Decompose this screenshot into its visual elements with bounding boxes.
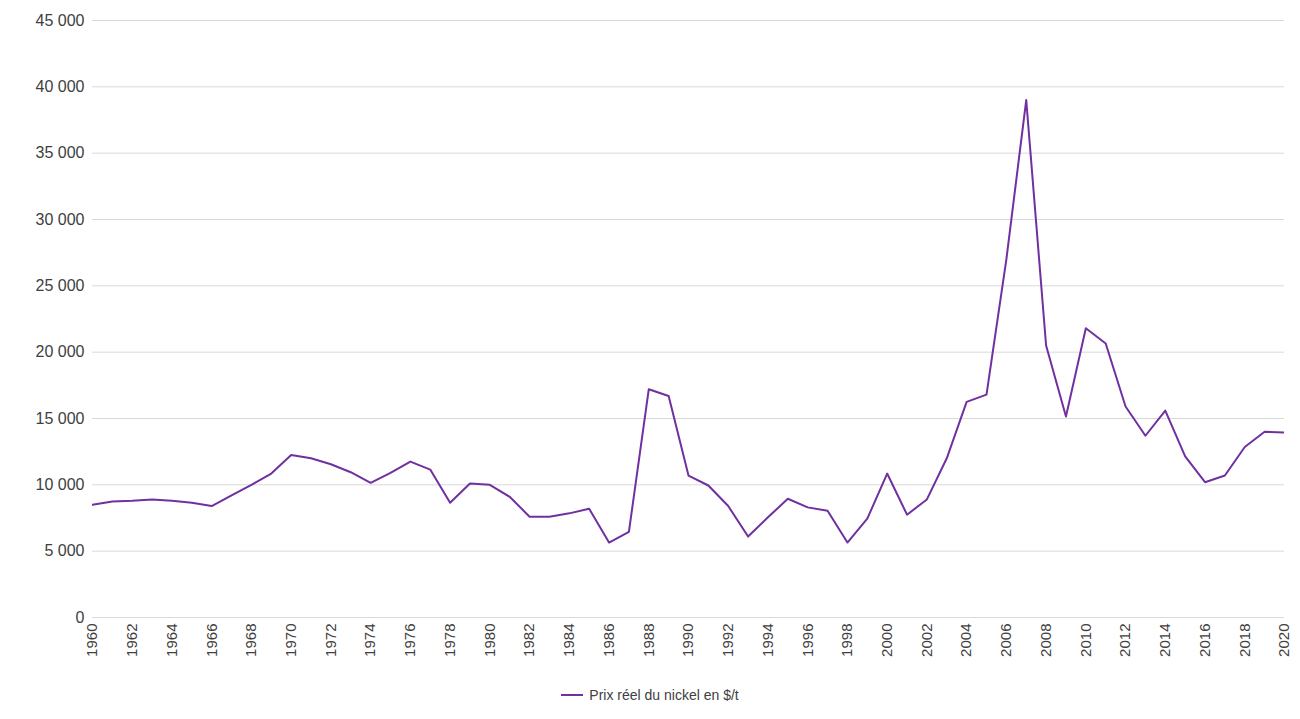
html-text:Prix réel du nickel en $/t: Prix réel du nickel en $/t [589,687,739,703]
svg-text:1976: 1976 [401,624,418,657]
svg-text:30 000: 30 000 [36,211,85,228]
svg-text:5 000: 5 000 [44,542,84,559]
svg-text:1962: 1962 [123,624,140,657]
svg-text:2004: 2004 [957,624,974,657]
svg-text:10 000: 10 000 [36,476,85,493]
svg-text:45 000: 45 000 [36,12,85,29]
svg-text:1990: 1990 [679,624,696,657]
svg-text:1972: 1972 [322,624,339,657]
svg-text:0: 0 [76,609,85,626]
svg-text:1978: 1978 [441,624,458,657]
svg-text:15 000: 15 000 [36,410,85,427]
svg-text:1992: 1992 [719,624,736,657]
svg-text:25 000: 25 000 [36,277,85,294]
svg-text:2010: 2010 [1077,624,1094,657]
svg-text:1968: 1968 [242,624,259,657]
svg-text:1966: 1966 [203,624,220,657]
svg-text:2016: 2016 [1196,624,1213,657]
svg-text:20 000: 20 000 [36,343,85,360]
svg-text:1988: 1988 [640,624,657,657]
svg-text:2018: 2018 [1236,624,1253,657]
svg-text:1994: 1994 [759,624,776,657]
svg-text:2000: 2000 [878,624,895,657]
svg-text:40 000: 40 000 [36,78,85,95]
svg-text:1960: 1960 [83,624,100,657]
svg-text:2014: 2014 [1156,624,1173,657]
svg-text:1984: 1984 [560,624,577,657]
svg-text:1964: 1964 [163,624,180,657]
svg-text:1982: 1982 [520,624,537,657]
svg-text:2012: 2012 [1116,624,1133,657]
svg-text:1970: 1970 [282,624,299,657]
svg-text:2020: 2020 [1275,624,1292,657]
svg-text:1974: 1974 [361,624,378,657]
svg-text:1980: 1980 [481,624,498,657]
svg-text:35 000: 35 000 [36,144,85,161]
svg-text:1998: 1998 [838,624,855,657]
svg-text:1996: 1996 [799,624,816,657]
svg-text:1986: 1986 [600,624,617,657]
svg-text:2002: 2002 [918,624,935,657]
svg-text:2006: 2006 [997,624,1014,657]
svg-text:2008: 2008 [1037,624,1054,657]
